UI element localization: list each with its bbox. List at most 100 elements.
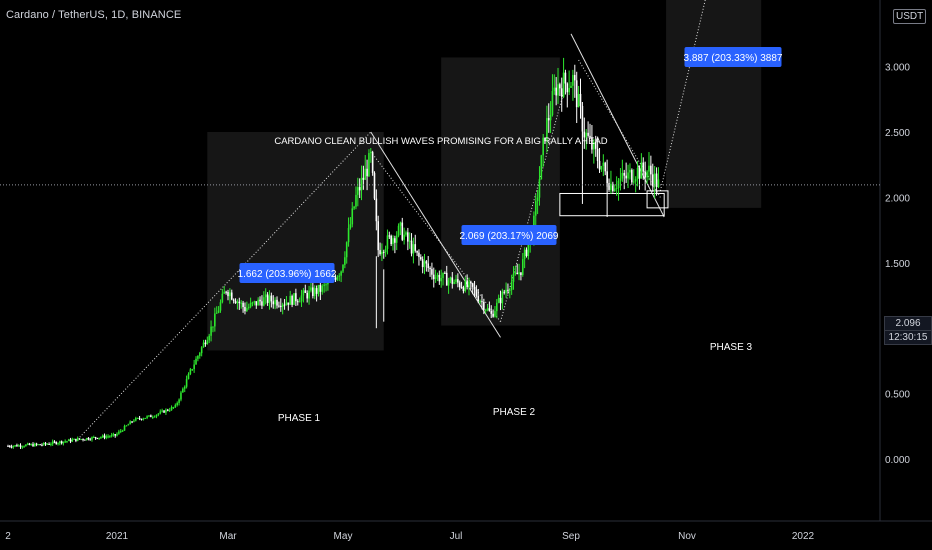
candle-body xyxy=(431,269,433,275)
candle-body xyxy=(91,437,93,440)
candle-body xyxy=(313,288,316,297)
candle-body xyxy=(414,244,417,251)
candle-body xyxy=(321,285,324,292)
candle-body xyxy=(268,295,271,303)
candle-body xyxy=(21,446,24,448)
candle-body xyxy=(547,118,550,121)
candle-body xyxy=(540,155,543,180)
candle-body xyxy=(384,248,387,253)
candle-body xyxy=(206,340,209,345)
candle-body xyxy=(432,274,435,280)
candle-body xyxy=(458,282,461,288)
candle-body xyxy=(401,222,404,240)
candle-body xyxy=(236,301,239,304)
candle-body xyxy=(602,162,605,167)
candle-body xyxy=(28,443,31,445)
candle-body xyxy=(285,302,288,305)
phase-1-decline-line xyxy=(370,131,501,338)
candle-body xyxy=(434,277,437,280)
candle-body xyxy=(166,409,169,411)
candle-body xyxy=(287,302,290,305)
candle-body xyxy=(87,438,90,440)
candle-body xyxy=(553,87,556,91)
candle-body xyxy=(564,72,567,84)
candle-body xyxy=(223,291,226,294)
measure-label-2: 2.069 (203.17%) 2069 xyxy=(460,225,559,245)
candle-body xyxy=(246,308,248,312)
candle-body xyxy=(375,198,378,222)
candle-body xyxy=(121,430,124,432)
candle-body xyxy=(57,443,59,445)
candle-body xyxy=(266,294,269,303)
candle-body xyxy=(596,148,599,161)
candle-body xyxy=(594,141,597,149)
currency-badge[interactable]: USDT xyxy=(893,9,927,24)
candle-body xyxy=(501,291,504,304)
candle-body xyxy=(403,234,405,240)
candle-body xyxy=(84,439,86,441)
candle-body xyxy=(178,399,180,403)
candle-body xyxy=(604,162,607,172)
candle-body xyxy=(606,171,608,184)
candle-body xyxy=(240,302,242,304)
candle-body xyxy=(349,224,352,228)
phase-2-decline-line xyxy=(570,33,665,218)
candle-body xyxy=(146,416,148,418)
candle-body xyxy=(302,290,305,296)
candle-body xyxy=(187,374,190,380)
chart-overlays: 1.662 (203.96%) 1662 2.069 (203.17%) 2069… xyxy=(238,47,783,424)
candle-body xyxy=(579,93,582,106)
candle-body xyxy=(508,289,511,291)
candle-body xyxy=(499,297,502,304)
candle-body xyxy=(362,177,365,180)
candle-body xyxy=(340,271,342,276)
candle-body xyxy=(123,426,126,431)
candle-body xyxy=(427,263,430,268)
candle-body xyxy=(536,197,539,202)
candle-body xyxy=(172,407,175,409)
candle-body xyxy=(59,441,61,444)
candle-body xyxy=(263,297,265,306)
candle-body xyxy=(283,304,286,306)
candle-body xyxy=(176,402,179,405)
candle-body xyxy=(364,168,367,180)
candle-body xyxy=(486,308,489,310)
candle-body xyxy=(471,283,474,287)
candle-body xyxy=(613,188,616,192)
phase-3-label: PHASE 3 xyxy=(710,342,753,353)
y-tick-label: 3.000 xyxy=(885,63,910,74)
candle-body xyxy=(462,287,465,292)
candle-body xyxy=(479,301,481,303)
candle-body xyxy=(96,437,99,439)
candle-body xyxy=(475,289,478,296)
candle-body xyxy=(347,227,350,243)
candle-body xyxy=(247,306,250,309)
candle-body xyxy=(394,238,396,243)
candle-body xyxy=(131,421,133,423)
candle-body xyxy=(75,438,77,441)
candle-body xyxy=(560,88,563,97)
candle-body xyxy=(510,281,513,290)
candle-body xyxy=(507,289,509,291)
x-tick-label: Nov xyxy=(678,531,696,542)
candle-body xyxy=(390,235,392,245)
candle-body xyxy=(421,259,424,268)
candle-body xyxy=(525,249,528,257)
candle-body xyxy=(644,171,646,178)
candle-body xyxy=(572,74,574,86)
candle-body xyxy=(150,415,152,418)
measure-label-1-bg xyxy=(239,263,335,283)
candle-body xyxy=(202,342,205,348)
candle-body xyxy=(621,172,624,179)
candle-body xyxy=(71,439,74,442)
candle-body xyxy=(405,232,407,235)
candle-body xyxy=(136,417,139,419)
last-price: 2.096 xyxy=(895,318,921,329)
candle-body xyxy=(642,162,645,172)
candle-body xyxy=(270,295,273,302)
candle-body xyxy=(549,114,552,121)
candle-body xyxy=(598,160,601,170)
candle-body xyxy=(466,280,468,288)
candle-body xyxy=(189,369,192,375)
